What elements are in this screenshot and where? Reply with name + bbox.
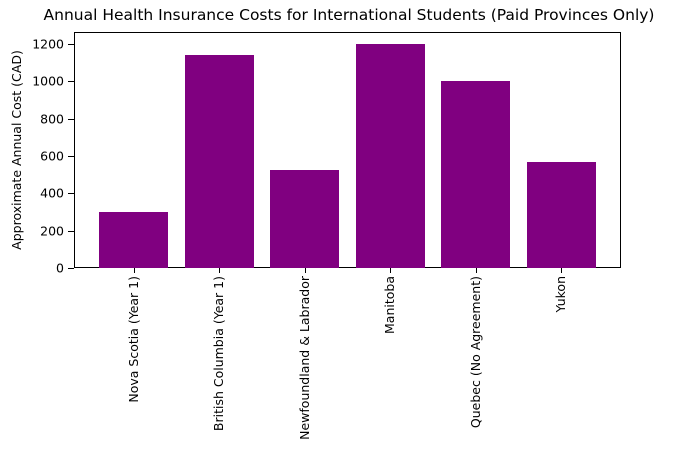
y-axis-label: Approximate Annual Cost (CAD) xyxy=(9,50,24,250)
y-tick-label: 600 xyxy=(40,148,64,164)
bar xyxy=(526,161,596,268)
x-tick-label: Quebec (No Agreement) xyxy=(467,276,483,429)
x-tick xyxy=(476,268,477,273)
x-tick xyxy=(561,268,562,273)
x-tick xyxy=(219,268,220,273)
x-tick-label: Newfoundland & Labrador xyxy=(296,276,312,440)
chart-title-text: Annual Health Insurance Costs for Intern… xyxy=(43,6,655,24)
y-tick-label: 400 xyxy=(40,185,64,201)
x-tick-label: Nova Scotia (Year 1) xyxy=(125,276,141,403)
chart-title: Annual Health Insurance Costs for Intern… xyxy=(0,6,684,24)
y-tick xyxy=(68,193,74,194)
x-tick xyxy=(390,268,391,273)
x-tick-label: Yukon xyxy=(553,276,568,313)
y-tick xyxy=(68,81,74,82)
y-tick-label: 1000 xyxy=(32,73,64,89)
y-tick xyxy=(68,268,74,269)
y-tick xyxy=(68,231,74,232)
bar xyxy=(270,170,339,268)
bar xyxy=(99,212,168,268)
bar xyxy=(441,81,510,268)
y-tick-label: 200 xyxy=(40,223,64,239)
y-tick xyxy=(68,156,74,157)
y-tick-label: 1200 xyxy=(32,36,64,52)
x-tick-label: Manitoba xyxy=(382,276,397,334)
x-tick xyxy=(134,268,135,273)
y-tick-label: 800 xyxy=(40,111,64,127)
y-tick xyxy=(68,119,74,120)
y-tick-label: 0 xyxy=(56,260,64,276)
x-tick-label: British Columbia (Year 1) xyxy=(211,276,226,432)
y-tick xyxy=(68,44,74,45)
plot-area xyxy=(74,32,621,268)
bar xyxy=(355,44,425,268)
x-tick xyxy=(305,268,306,273)
bar xyxy=(184,55,254,268)
